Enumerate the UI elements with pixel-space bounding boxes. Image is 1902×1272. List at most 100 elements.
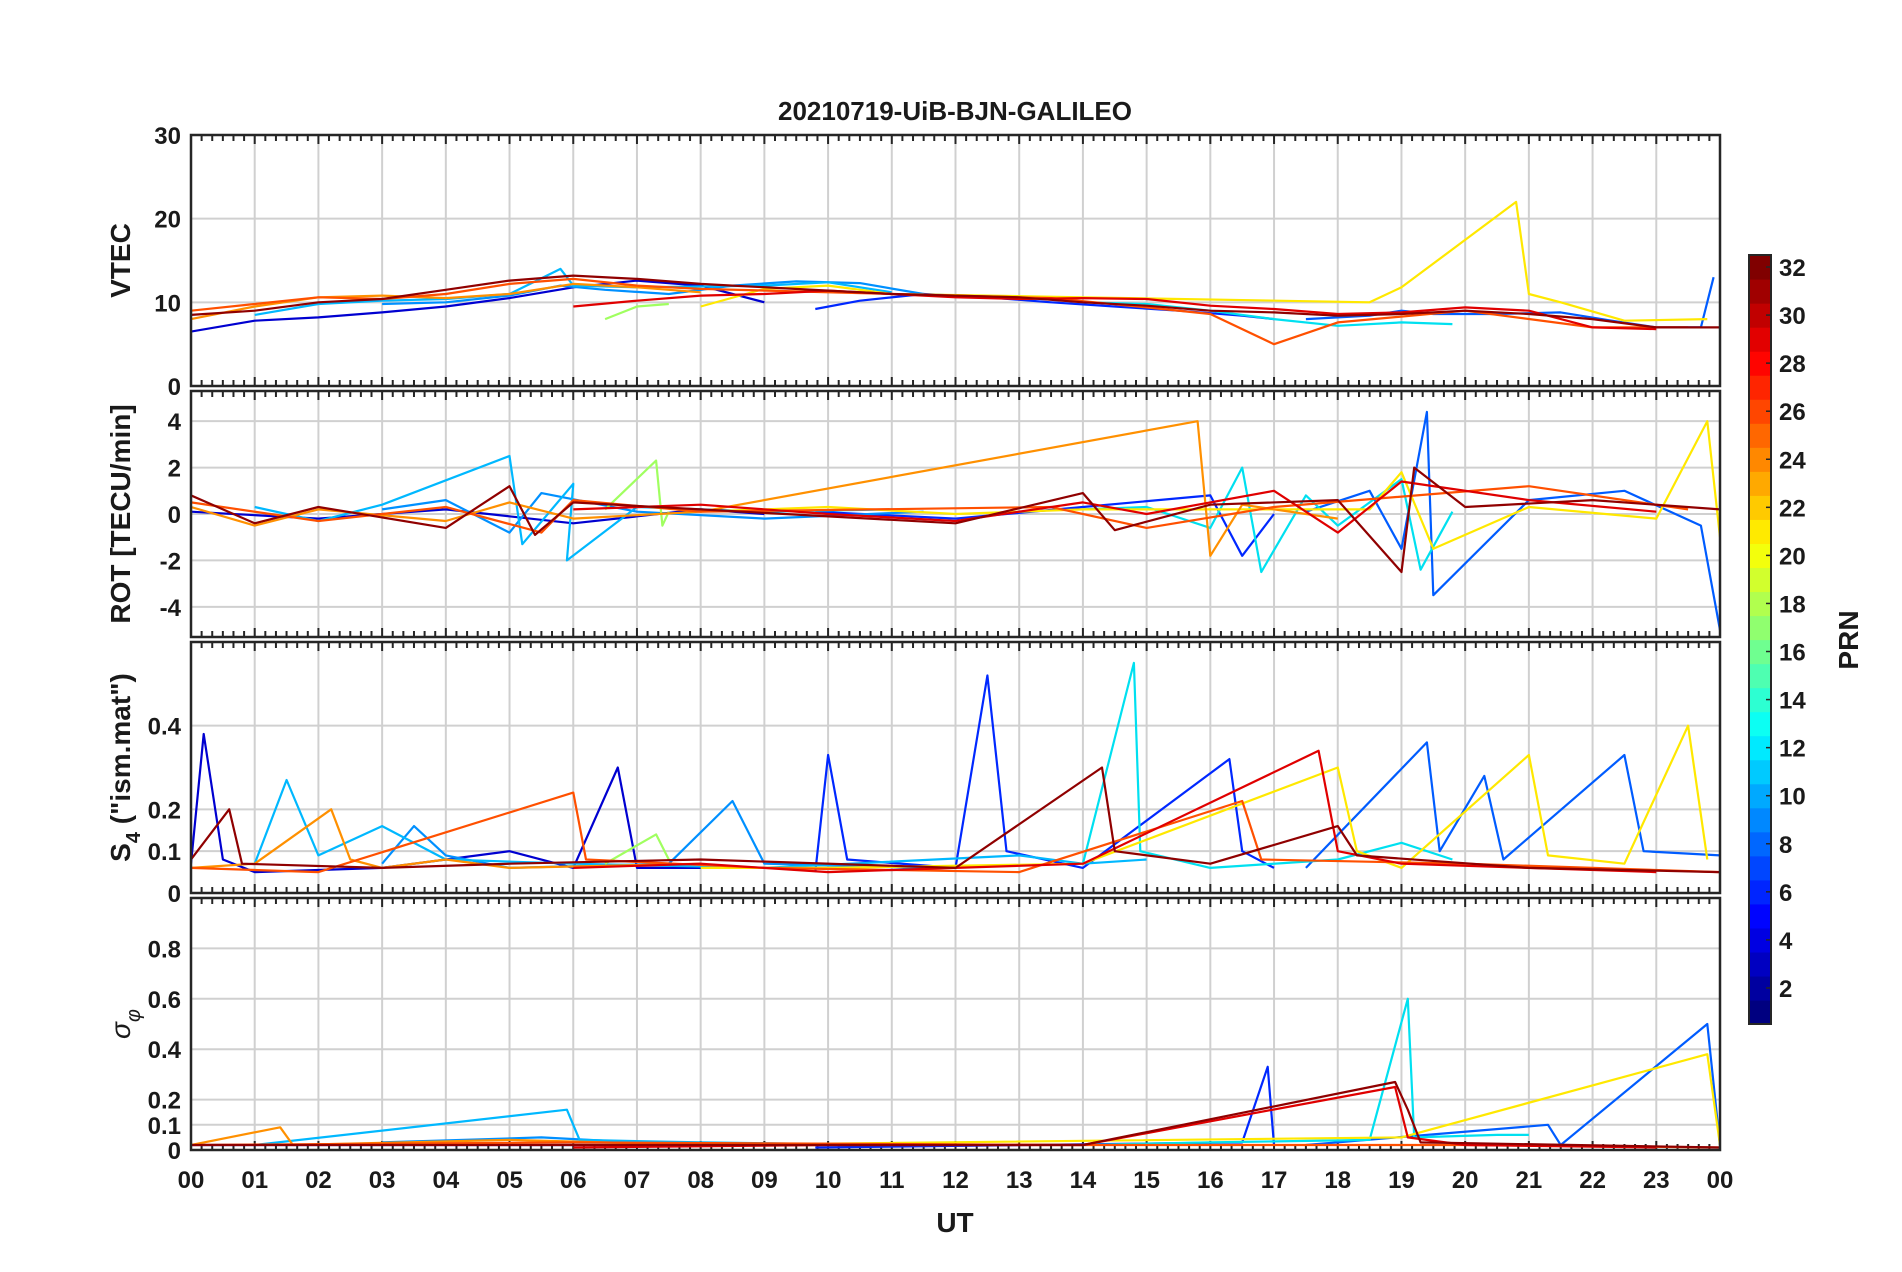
series-line-prn-20 — [700, 420, 1720, 550]
series-line-prn-24 — [191, 420, 1338, 557]
colorbar-segment — [1749, 279, 1771, 304]
colorbar-tick-label: 20 — [1779, 543, 1806, 570]
y-tick-label: 0 — [168, 374, 181, 401]
colorbar-segment — [1749, 591, 1771, 617]
y-axis-label: VTEC — [105, 223, 136, 298]
y-tick-label: 0.6 — [148, 987, 181, 1014]
colorbar-tick-label: 30 — [1779, 303, 1806, 330]
x-tick-label: 07 — [624, 1167, 651, 1194]
series-line-prn-18 — [604, 459, 670, 527]
series-line-prn-2 — [191, 279, 765, 333]
y-tick-label: 2 — [168, 456, 181, 483]
x-tick-label: 15 — [1133, 1167, 1160, 1194]
x-tick-label: 08 — [687, 1167, 714, 1194]
series-group — [191, 997, 1720, 1149]
colorbar-segment — [1749, 663, 1771, 689]
colorbar-segment — [1749, 711, 1771, 737]
x-tick-label: 13 — [1006, 1167, 1033, 1194]
x-tick-label: 11 — [879, 1167, 904, 1194]
series-line-prn-32 — [191, 1080, 1720, 1149]
x-tick-label: 18 — [1324, 1167, 1351, 1194]
x-axis: 00 01 02 03 04 05 06 07 08 09 10 11 12 13 14 15 16 17 18 19… — [178, 1167, 1734, 1194]
colorbar-tick-label: 18 — [1779, 591, 1806, 618]
series-line-prn-3 — [815, 494, 1275, 557]
colorbar-segment — [1749, 687, 1771, 713]
x-tick-label: 16 — [1197, 1167, 1224, 1194]
colorbar-tick-label: 28 — [1779, 351, 1806, 378]
axes-frame — [189, 896, 1722, 1152]
colorbar-segment — [1749, 807, 1771, 833]
y-axis-label: ROT [TECU/min] — [105, 404, 136, 623]
x-tick-label: 12 — [942, 1167, 969, 1194]
series-line-prn-3 — [814, 674, 1275, 873]
x-tick-label: 10 — [815, 1167, 842, 1194]
series-line-prn-24 — [191, 282, 701, 321]
colorbar-tick-label: 2 — [1779, 976, 1792, 1003]
series-line-prn-32 — [191, 466, 1720, 574]
y-tick-label: 0.4 — [148, 714, 182, 741]
colorbar-segment — [1749, 903, 1771, 929]
series-line-prn-30 — [573, 749, 1657, 874]
series-line-prn-30 — [573, 289, 1657, 331]
series-group — [191, 661, 1720, 874]
colorbar-segment — [1749, 639, 1771, 665]
colorbar-segment — [1749, 303, 1771, 328]
colorbar-label: PRN — [1833, 610, 1864, 669]
colorbar-segment — [1749, 471, 1771, 496]
series-line-prn-10 — [254, 267, 892, 316]
x-tick-label: 19 — [1388, 1167, 1415, 1194]
colorbar-tick-label: 12 — [1779, 736, 1806, 763]
series-line-prn-30 — [573, 480, 1657, 534]
y-axis-label-rest: ("ism.mat") — [105, 673, 136, 832]
series-line-prn-26 — [191, 791, 1720, 874]
colorbar-segment — [1749, 375, 1771, 400]
y-tick-label: 10 — [154, 290, 181, 317]
series-line-prn-20 — [700, 200, 1708, 322]
panel-vtec: 0 10 20 30 VTEC — [105, 123, 1722, 401]
series-line-prn-5 — [1305, 410, 1720, 631]
colorbar-segment — [1749, 783, 1771, 809]
x-tick-label: 00 — [1707, 1167, 1734, 1194]
y-axis-label: σφ — [105, 1009, 145, 1039]
panel-rot: -4 -2 0 2 4 ROT [TECU/min] — [105, 389, 1722, 639]
series-line-prn-24 — [191, 808, 701, 869]
colorbar-tick-label: 26 — [1779, 399, 1806, 426]
y-tick-label: 0.2 — [148, 1088, 181, 1115]
series-line-prn-20 — [700, 1053, 1720, 1147]
series-line-prn-5 — [1305, 741, 1720, 869]
colorbar-segment — [1749, 831, 1771, 857]
y-axis-label-sub: 4 — [123, 831, 145, 843]
colorbar-segment — [1749, 999, 1771, 1025]
y-tick-label: 0 — [168, 881, 181, 908]
series-line-prn-8 — [381, 492, 924, 534]
colorbar-segment — [1749, 543, 1771, 569]
axes-frame — [189, 133, 1722, 388]
y-axis-label-main: S — [105, 843, 136, 862]
colorbar-segment — [1749, 399, 1771, 424]
series-line-prn-13 — [1082, 301, 1453, 327]
series-line-prn-10 — [253, 778, 1147, 869]
y-tick-label: 20 — [154, 207, 181, 234]
y-axis-label-sub: φ — [123, 1009, 145, 1022]
series-line-prn-18 — [604, 833, 670, 865]
colorbar-segment — [1749, 351, 1771, 376]
colorbar-tick-label: 14 — [1779, 688, 1806, 715]
series-group — [191, 200, 1720, 346]
x-tick-label: 04 — [432, 1167, 459, 1194]
x-tick-label: 05 — [496, 1167, 523, 1194]
y-tick-label: -4 — [160, 595, 182, 622]
x-tick-label: 20 — [1452, 1167, 1479, 1194]
colorbar-tick-label: 24 — [1779, 447, 1806, 474]
colorbar-tick-label: 32 — [1779, 255, 1806, 282]
x-tick-label: 21 — [1516, 1167, 1543, 1194]
x-tick-label: 03 — [369, 1167, 396, 1194]
colorbar-segment — [1749, 855, 1771, 881]
panel-sigma-phi: 00.10.2 0.4 0.6 0.8 σφ — [105, 896, 1722, 1165]
colorbar-segment — [1749, 735, 1771, 761]
panel-s4: 00.10.20.4S4 ("ism.mat") — [105, 640, 1722, 908]
y-axis-label: S4 ("ism.mat") — [105, 673, 145, 862]
x-tick-label: 00 — [178, 1167, 205, 1194]
series-line-prn-3 — [815, 292, 1275, 321]
